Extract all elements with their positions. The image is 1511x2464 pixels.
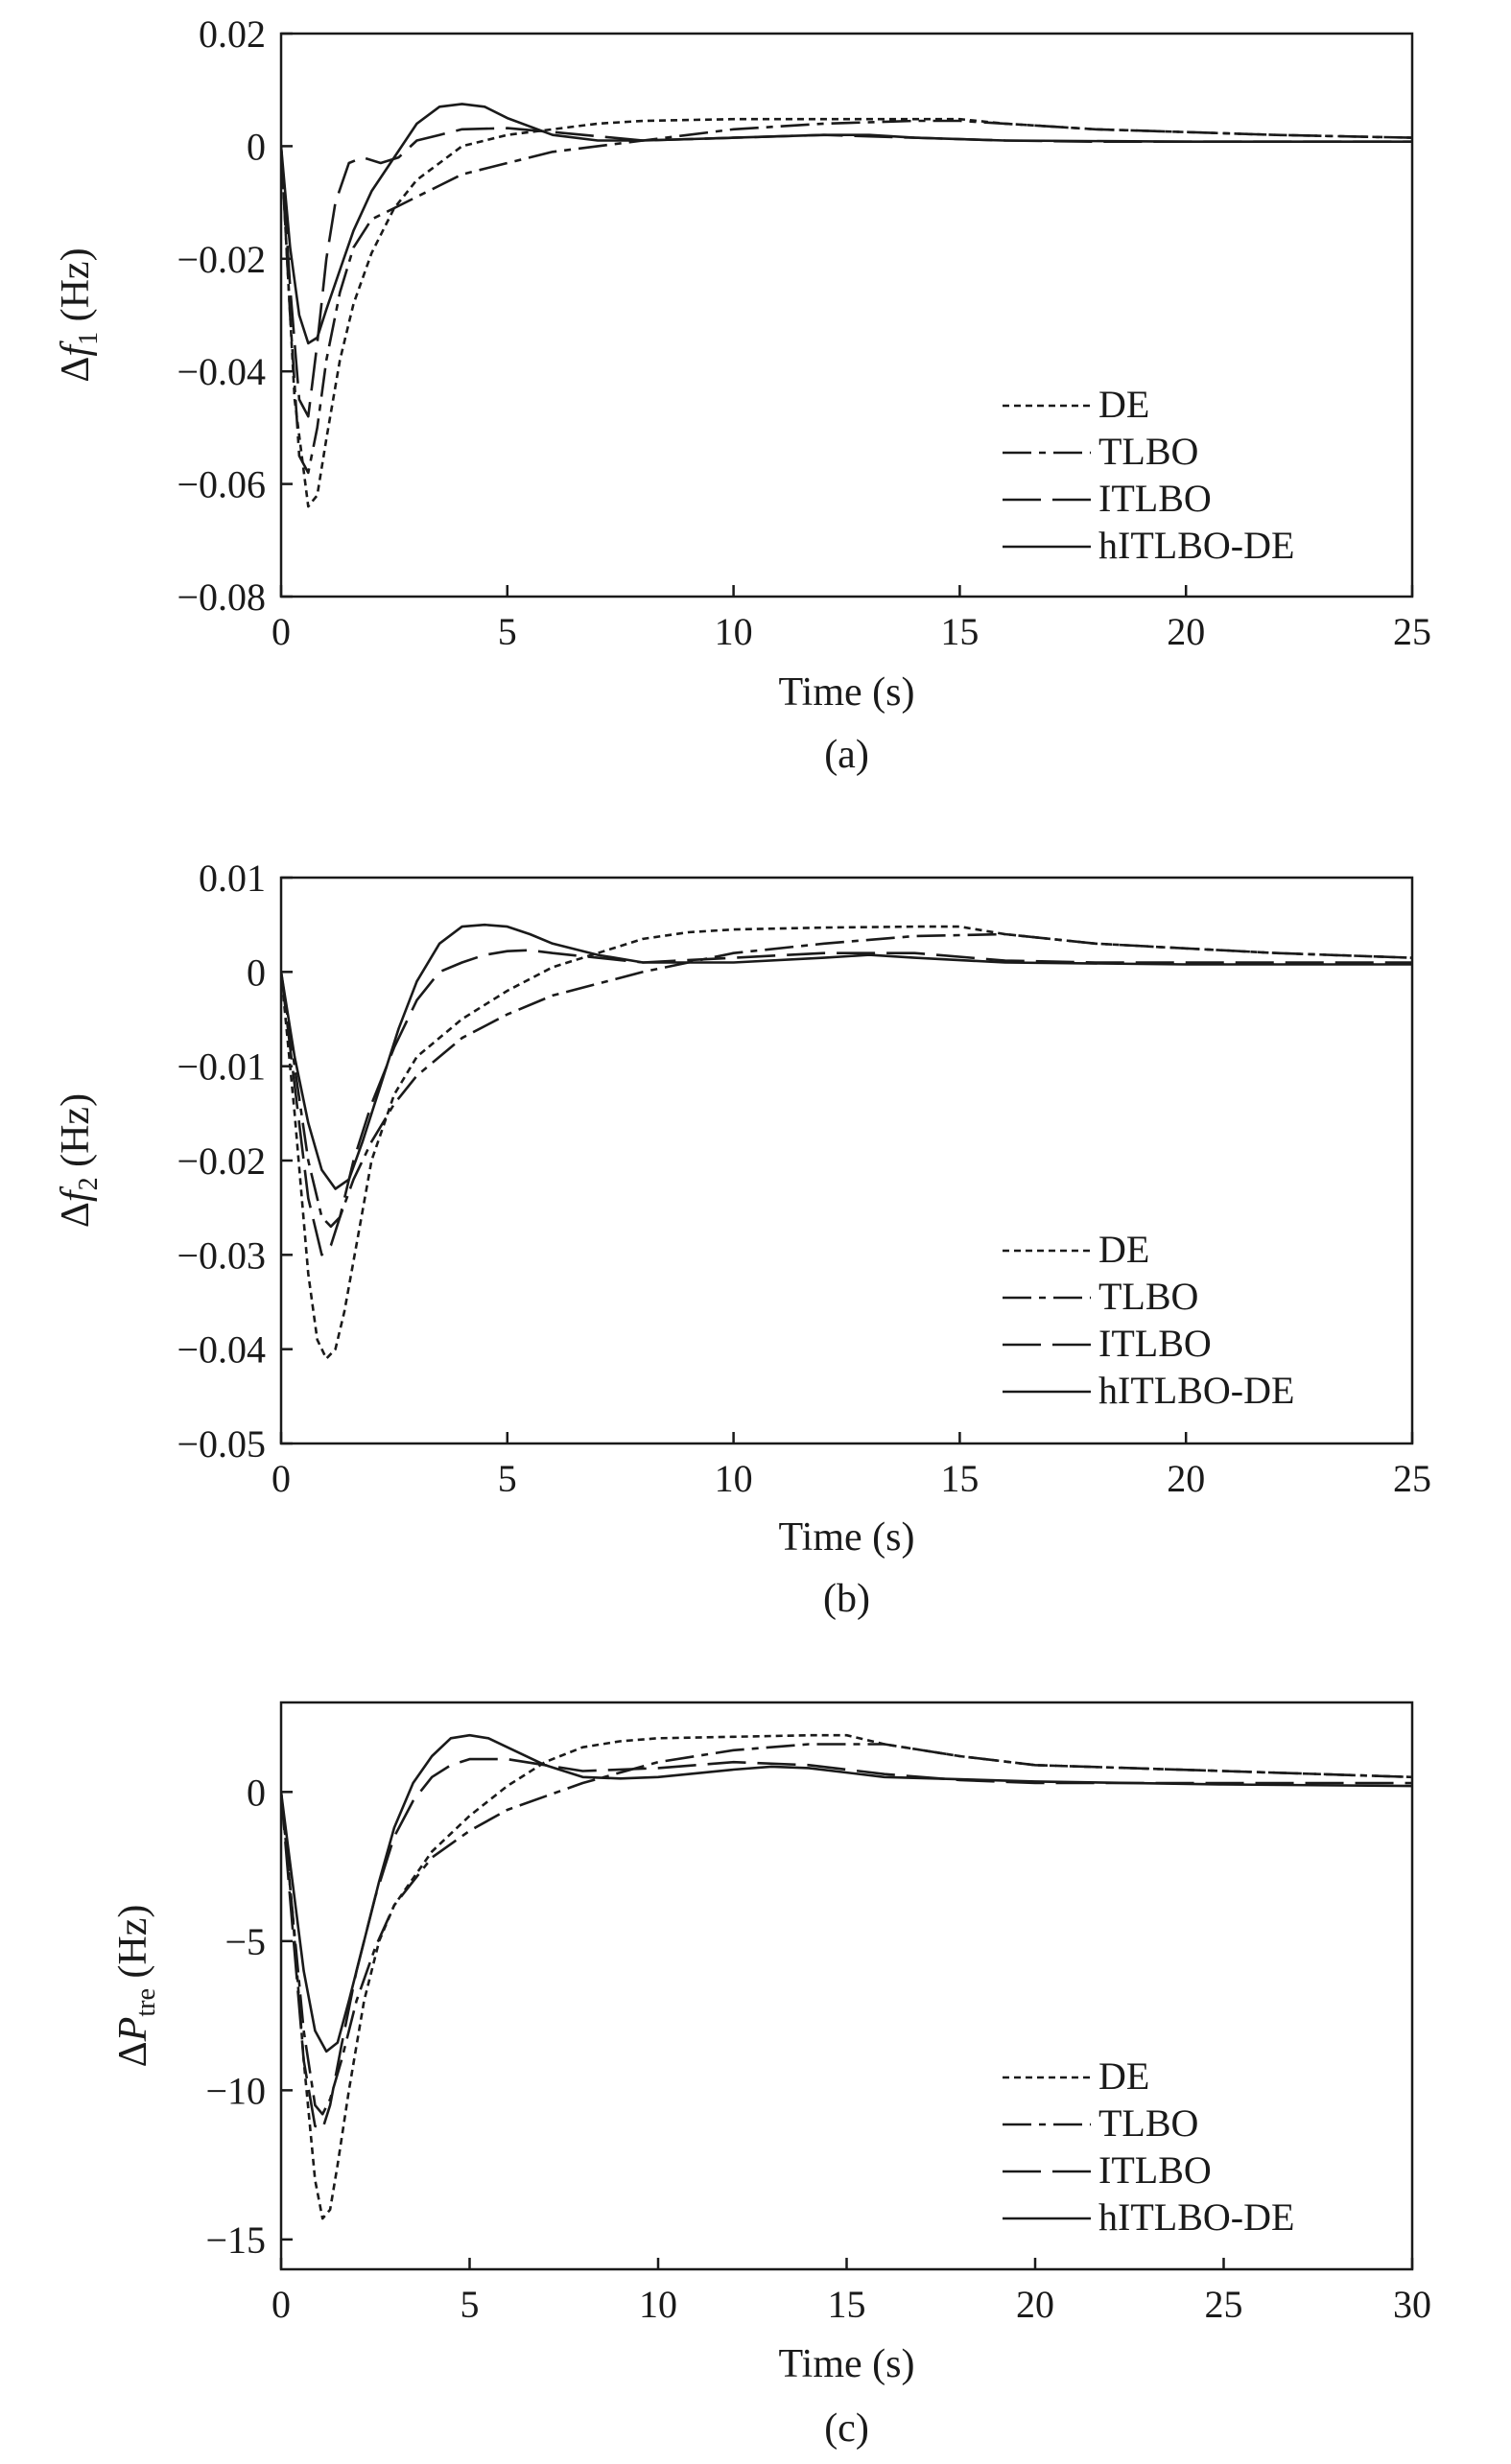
y-tick-label: −5: [224, 1920, 266, 1963]
y-axis-label-subscript: 2: [74, 1177, 104, 1190]
chart-panel-2: 0 5 10 15 20 25 0.01 0 −0.01 −0.02 −0.03 −0.04 −0.05…: [54, 857, 1431, 1621]
x-axis-label: Time (s): [779, 670, 915, 715]
x-tick-label: 20: [1167, 1457, 1205, 1500]
series-line-tlbo: [281, 119, 1412, 475]
legend-label-de: DE: [1098, 383, 1149, 426]
y-tick-label: −10: [205, 2069, 266, 2112]
x-tick-label: 5: [498, 610, 517, 653]
y-tick-label: −0.04: [177, 1328, 266, 1372]
y-tick-label: 0: [247, 125, 266, 168]
series-line-itlbo: [281, 1757, 1412, 2131]
y-tick-label: −0.03: [177, 1233, 266, 1277]
y-tick-label: −0.02: [177, 1139, 266, 1183]
chart-panel-3: 0 5 10 15 20 25 30 0 −5 −10 −15 Time (s) ΔPtre (Hz) D…: [111, 1701, 1431, 2451]
y-axis-label: Δf2 (Hz): [54, 1093, 104, 1228]
legend-label-tlbo: TLBO: [1098, 1275, 1198, 1318]
y-axis-label: Δf1 (Hz): [54, 247, 104, 382]
x-tick-label: 10: [639, 2283, 677, 2326]
series-line-itlbo: [281, 127, 1412, 418]
series-line-de: [281, 117, 1412, 508]
legend-label-hitlbo-de: hITLBO-DE: [1098, 1369, 1294, 1412]
y-axis-label-unit: (Hz): [54, 1093, 98, 1177]
plot-frame: [279, 32, 1414, 598]
x-tick-label: 25: [1393, 1457, 1431, 1500]
x-tick-label: 10: [715, 610, 753, 653]
series-line-hitlbo-de: [281, 923, 1412, 1190]
series-line-itlbo: [281, 949, 1412, 1256]
series-line-tlbo: [281, 1743, 1412, 2116]
series-line-de: [281, 925, 1412, 1360]
y-tick-label: 0: [247, 1771, 266, 1814]
plot-frame: [279, 1701, 1414, 2271]
x-tick-label: 0: [272, 2283, 291, 2326]
legend-label-hitlbo-de: hITLBO-DE: [1098, 524, 1294, 567]
legend-label-de: DE: [1098, 2054, 1149, 2098]
x-tick-label: 0: [272, 610, 291, 653]
x-tick-label: 10: [715, 1457, 753, 1500]
y-axis-label-subscript: 1: [74, 332, 104, 345]
legend-label-de: DE: [1098, 1228, 1149, 1271]
legend-label-itlbo: ITLBO: [1098, 2148, 1212, 2192]
x-tick-label: 5: [498, 1457, 517, 1500]
x-tick-label: 0: [272, 1457, 291, 1500]
y-axis-label-prefix: Δ: [111, 2041, 155, 2067]
y-tick-label: −0.04: [177, 350, 266, 393]
x-tick-label: 15: [828, 2283, 866, 2326]
x-tick-label: 25: [1205, 2283, 1243, 2326]
series-lines: [281, 923, 1412, 1360]
y-tick-label: 0.01: [199, 857, 266, 900]
legend-label-hitlbo-de: hITLBO-DE: [1098, 2195, 1294, 2239]
series-lines: [281, 1733, 1412, 2220]
series-line-hitlbo-de: [281, 1733, 1412, 2053]
legend-label-itlbo: ITLBO: [1098, 477, 1212, 520]
y-axis-label-prefix: Δ: [54, 1202, 98, 1228]
x-tick-label: 5: [460, 2283, 480, 2326]
y-axis-label-unit: (Hz): [111, 1905, 155, 1988]
series-lines: [281, 103, 1412, 508]
x-tick-label: 15: [940, 1457, 979, 1500]
y-axis-label-unit: (Hz): [54, 247, 98, 331]
y-tick-label: −0.08: [177, 575, 266, 619]
y-axis-label-prefix: Δ: [54, 357, 98, 383]
chart-panel-1: 0 5 10 15 20 25 0.02 0 −0.02 −0.04 −0.06 −0.08 Time …: [54, 12, 1431, 777]
x-tick-label: 20: [1167, 610, 1205, 653]
legend-label-tlbo: TLBO: [1098, 430, 1198, 473]
y-tick-label: −0.01: [177, 1045, 266, 1089]
x-tick-label: 25: [1393, 610, 1431, 653]
y-tick-label: 0: [247, 950, 266, 994]
y-axis-label: ΔPtre (Hz): [111, 1905, 161, 2068]
panel-caption: (b): [823, 1577, 870, 1621]
series-line-de: [281, 1733, 1412, 2220]
x-tick-label: 30: [1393, 2283, 1431, 2326]
series-line-hitlbo-de: [281, 103, 1412, 345]
y-axis-label-subscript: tre: [131, 1988, 161, 2017]
panel-caption: (a): [824, 733, 869, 777]
series-line-tlbo: [281, 932, 1412, 1229]
y-axis-label-variable: P: [111, 2017, 155, 2043]
x-axis-label: Time (s): [779, 1515, 915, 1560]
legend-label-itlbo: ITLBO: [1098, 1322, 1212, 1365]
y-tick-label: −0.02: [177, 238, 266, 281]
y-tick-label: −0.06: [177, 463, 266, 506]
x-axis-label: Time (s): [779, 2342, 915, 2386]
legend-label-tlbo: TLBO: [1098, 2101, 1198, 2145]
y-tick-label: 0.02: [199, 12, 266, 56]
panel-caption: (c): [824, 2406, 869, 2451]
x-tick-label: 20: [1016, 2283, 1054, 2326]
y-tick-label: −15: [205, 2218, 266, 2262]
x-tick-label: 15: [940, 610, 979, 653]
y-tick-label: −0.05: [177, 1422, 266, 1466]
